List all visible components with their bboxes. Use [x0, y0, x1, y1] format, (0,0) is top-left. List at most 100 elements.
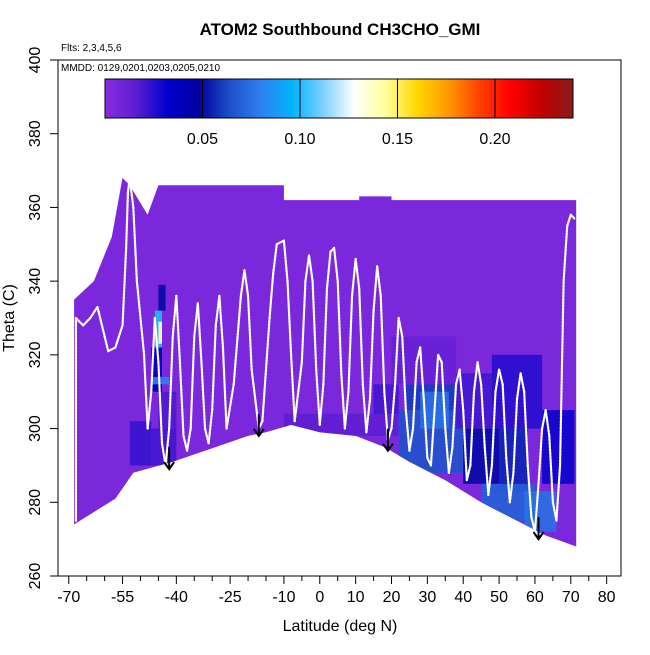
flight-track-segment [200, 361, 207, 430]
flight-track-segment [103, 335, 110, 353]
flight-track-segment [293, 361, 303, 423]
flight-track-segment [404, 409, 411, 452]
heatmap-cell [283, 413, 399, 436]
flight-track-segment [268, 272, 275, 320]
flight-track-segment [490, 390, 497, 467]
heatmap-cell [158, 321, 162, 344]
flight-track-segment [447, 445, 454, 474]
flight-track-segment [419, 346, 425, 401]
flight-track-segment [451, 383, 458, 449]
flight-track-segment [211, 324, 217, 412]
flight-track-segment [142, 353, 149, 430]
colorbar-tick-label: 0.05 [187, 131, 218, 148]
heatmap-cell [391, 336, 457, 385]
colorbar-gradient [104, 78, 574, 119]
heatmap-cell [129, 421, 152, 466]
flight-track-segment [318, 383, 325, 426]
flight-track-segment [433, 353, 440, 412]
flight-track-segment [135, 280, 146, 356]
profile-arrows [163, 413, 545, 541]
colorbar: 0.05 0.10 0.15 0.20 [104, 78, 574, 148]
flight-track-segment [114, 324, 124, 349]
colorbar-tick-label: 0.20 [479, 131, 510, 148]
flight-track-segment [196, 302, 203, 364]
flight-track-segment [221, 346, 228, 430]
flight-track-segment [569, 213, 576, 220]
x-tick-label: 0 [315, 589, 324, 606]
flight-track-segment [343, 390, 350, 430]
profile-arrow-head [253, 428, 265, 438]
flight-track-segment [164, 427, 171, 467]
flight-track-segment [250, 368, 260, 430]
flight-track-segment [146, 390, 153, 430]
flight-track-segment [272, 243, 278, 275]
flight-track-segment [128, 176, 135, 209]
y-tick-label: 340 [27, 268, 44, 295]
flight-track-segment [390, 383, 397, 430]
flight-track-segment [379, 294, 386, 393]
flight-track-segment [239, 268, 246, 297]
flight-track-segment [401, 335, 407, 412]
x-tick-label: 20 [383, 589, 401, 606]
x-tick-label: -10 [272, 589, 295, 606]
colorbar-tick-label: 0.10 [284, 131, 315, 148]
y-tick-label: 320 [27, 341, 44, 368]
flight-track-segment [408, 427, 415, 452]
flight-track-segment [350, 257, 357, 297]
flight-track-segment [526, 464, 533, 519]
flight-track-segment [544, 409, 551, 438]
flight-track-segment [311, 280, 318, 371]
profile-arrow-head [532, 531, 545, 541]
x-tick-label: 30 [418, 589, 436, 606]
flight-track-segment [218, 294, 225, 349]
x-tick-label: 40 [454, 589, 472, 606]
flight-track-segment [82, 316, 92, 327]
flight-track-segment [74, 316, 85, 327]
flight-track-segment [497, 368, 504, 386]
x-tick-label: 60 [526, 589, 544, 606]
flight-track-segment [189, 335, 196, 430]
flight-track-segment [157, 361, 164, 445]
x-tick-label: 10 [347, 589, 365, 606]
flight-track-segment [465, 464, 472, 482]
flight-track-segment [512, 397, 519, 474]
flight-track-segment [558, 280, 565, 467]
data-layer [74, 176, 577, 547]
flight-track-segment [462, 409, 468, 482]
flight-track-segment [286, 280, 293, 356]
y-tick-label: 280 [27, 489, 44, 516]
flight-track-segment [325, 250, 332, 290]
flight-track-segment [300, 280, 307, 364]
flight-track-segment [347, 294, 354, 393]
flight-track-segment [315, 368, 321, 426]
y-axis-label: Theta (C) [1, 284, 18, 352]
flight-track-segment [422, 397, 429, 460]
flight-track-segment [361, 383, 368, 434]
flight-track-segment [537, 427, 544, 485]
y-tick-label: 360 [27, 194, 44, 221]
x-axis-label: Latitude (deg N) [283, 618, 398, 635]
profile-arrow-head [163, 461, 175, 471]
y-tick-label: 260 [27, 563, 44, 590]
x-tick-label: -70 [57, 589, 80, 606]
flight-track-segment [480, 383, 486, 449]
flight-track-segment [322, 287, 329, 386]
y-axis: 260 280 300 320 340 360 380 400 [27, 47, 59, 590]
heatmap-cell [158, 284, 166, 311]
y-tick-label: 400 [27, 47, 44, 74]
chart-title: ATOM2 Southbound CH3CHO_GMI [200, 20, 481, 39]
x-tick-label: 70 [562, 589, 580, 606]
flight-track-segment [440, 361, 447, 430]
flight-track-segment [232, 294, 242, 386]
flight-track-segment [472, 361, 479, 393]
flight-track-segment [107, 346, 117, 353]
flight-track [74, 176, 576, 533]
flight-track-segment [376, 265, 382, 297]
heatmap-cell [158, 391, 177, 429]
flight-track-segment [494, 368, 501, 393]
flight-track-segment [548, 434, 554, 504]
flight-track-segment [340, 372, 346, 430]
flight-track-segment [125, 191, 130, 250]
